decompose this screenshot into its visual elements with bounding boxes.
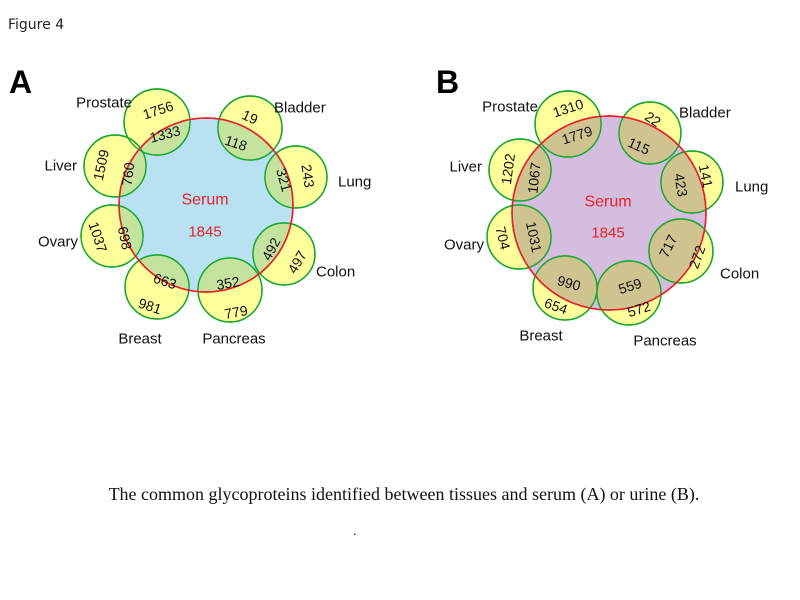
tissue-circle-outline [532,255,598,321]
tissue-circle-outline [83,134,147,198]
tissue-label: Pancreas [633,333,696,350]
tissue-unique-count: 704 [492,225,513,252]
center-count: 1845 [591,225,624,242]
tissue-label: Colon [316,264,355,281]
footnote-mark: . [353,524,357,539]
tissue-circle-outline [124,254,190,320]
shared-count: 663 [151,270,178,293]
center-label: Serum [181,192,228,209]
tissue-circle-outline [488,138,552,202]
center-label: Serum [584,194,631,211]
tissue-label: Liver [449,159,482,176]
tissue-unique-count: 981 [136,295,163,318]
tissue-label: Breast [519,328,563,345]
tissue-unique-count: 272 [685,243,708,271]
panel-letter: A [9,64,32,100]
center-circle [119,118,293,292]
tissue-unique-count: 22 [642,108,664,130]
tissue-label: Ovary [444,237,485,254]
tissue-circle-outline [618,101,682,165]
overlap-region [661,151,706,213]
tissue-label: Breast [118,331,162,348]
tissue-label: Prostate [482,99,538,116]
tissue-circle-outline [486,204,552,270]
tissue-unique-count: 243 [298,163,317,189]
tissue-circle-outline [197,257,263,323]
shared-count: 352 [215,273,241,293]
panel-letter: B [436,64,459,100]
tissue-circle-outline [660,150,724,214]
shared-count: 118 [223,132,249,154]
figure-caption: The common glycoproteins identified betw… [108,484,700,504]
tissue-circle-outline [252,222,316,286]
tissue-label: Prostate [76,95,132,112]
tissue-unique-count: 1202 [498,152,518,185]
shared-count: 1333 [148,122,182,146]
shared-count: 423 [671,172,691,198]
overlap-region [512,205,551,269]
tissue-circle-outline [80,204,144,268]
tissue-circle-outline [264,145,328,209]
shared-count: 559 [616,275,643,297]
tissue-label: Bladder [274,100,326,117]
tissue-unique-count: 572 [625,298,652,320]
tissue-circle-outline [217,95,283,161]
tissue-label: Bladder [679,105,731,122]
tissue-unique-count: 654 [542,294,570,317]
tissue-label: Lung [735,179,768,196]
tissue-unique-count: 1509 [90,148,112,182]
shared-count: 1031 [523,220,545,254]
tissue-unique-count: 779 [223,302,249,322]
tissue-unique-count: 19 [240,107,261,128]
shared-count: 1067 [524,161,543,194]
shared-count: 321 [273,167,295,194]
tissue-circle-outline [534,90,602,158]
shared-count: 990 [556,272,583,294]
tissue-circle-outline [648,218,714,284]
shared-count: 760 [119,161,138,186]
tissue-label: Ovary [38,234,79,251]
figure-label: Figure 4 [8,17,65,33]
shared-count: 698 [115,225,136,251]
tissue-unique-count: 141 [696,163,717,189]
tissue-label: Pancreas [202,331,265,348]
tissue-label: Colon [720,266,759,283]
tissue-label: Lung [338,174,371,191]
tissue-label: Liver [44,158,77,175]
center-count: 1845 [188,224,221,241]
tissue-circle-outline [123,88,191,156]
